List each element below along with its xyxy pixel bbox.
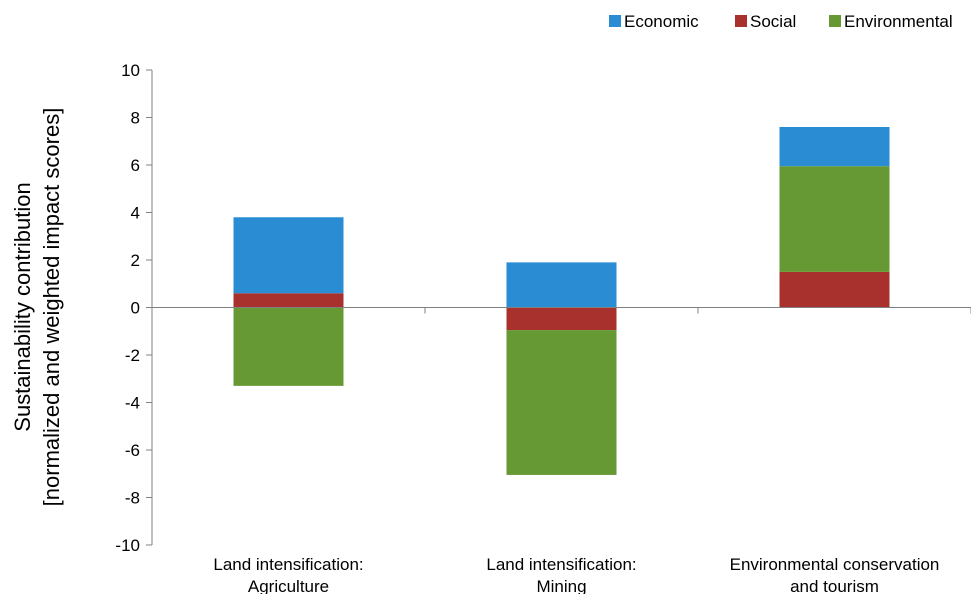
- y-tick-label: 10: [121, 61, 140, 80]
- legend-label-economic: Economic: [624, 12, 699, 31]
- x-category-label: Land intensification:: [213, 555, 363, 574]
- bar-environmental-3: [779, 166, 890, 272]
- x-category-label: Agriculture: [248, 577, 329, 594]
- bar-economic-1: [233, 217, 344, 294]
- legend: Economic Social Environmental: [609, 12, 953, 31]
- x-category-label: Environmental conservation: [730, 555, 940, 574]
- y-axis-title: Sustainability contribution [normalized …: [10, 108, 64, 507]
- bar-economic-2: [506, 262, 617, 308]
- legend-label-environmental: Environmental: [844, 12, 953, 31]
- x-category-labels: Land intensification: Agriculture Land int…: [213, 555, 939, 594]
- y-ticks: 10 8 6 4 2 0 -2 -4 -6 -8 -10: [115, 61, 152, 555]
- x-category-label: Mining: [536, 577, 586, 594]
- y-tick-label: -2: [125, 346, 140, 365]
- y-tick-label: 2: [131, 251, 140, 270]
- x-category-label: Land intensification:: [486, 555, 636, 574]
- y-axis-title-line-1: Sustainability contribution: [10, 182, 35, 431]
- legend-swatch-economic: [609, 15, 621, 27]
- y-tick-label: -4: [125, 394, 140, 413]
- bar-environmental-2: [506, 330, 617, 475]
- legend-swatch-social: [735, 15, 747, 27]
- bar-economic-3: [779, 127, 890, 167]
- bars: [233, 127, 890, 475]
- x-category-label: and tourism: [790, 577, 879, 594]
- y-tick-label: -8: [125, 489, 140, 508]
- y-axis-title-line-2: [normalized and weighted impact scores]: [39, 108, 64, 507]
- bar-social-3: [779, 271, 890, 308]
- bar-social-2: [506, 307, 617, 331]
- y-tick-label: 0: [131, 299, 140, 318]
- legend-swatch-environmental: [829, 15, 841, 27]
- y-tick-label: 4: [131, 204, 140, 223]
- y-tick-label: 8: [131, 109, 140, 128]
- y-tick-label: -6: [125, 441, 140, 460]
- y-tick-label: 6: [131, 156, 140, 175]
- bar-social-1: [233, 293, 344, 308]
- y-tick-label: -10: [115, 536, 140, 555]
- legend-label-social: Social: [750, 12, 796, 31]
- bar-environmental-1: [233, 307, 344, 386]
